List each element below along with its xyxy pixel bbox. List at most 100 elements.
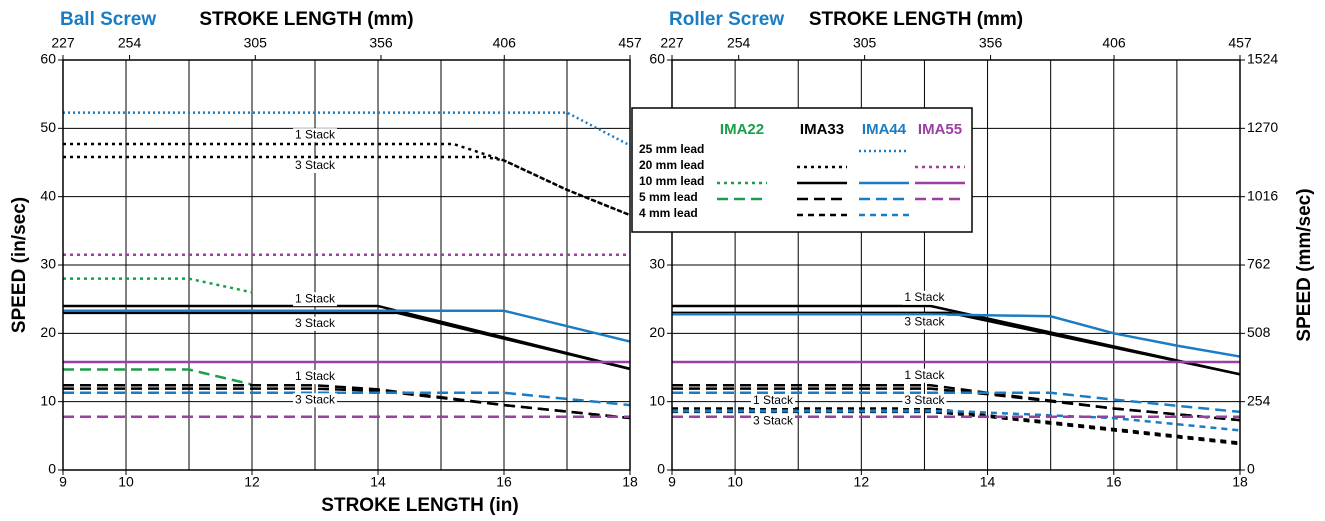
x-tick-label: 10 [118,474,134,490]
annotation-bg [750,414,795,429]
x2-tick-label: 254 [118,35,142,51]
x-tick-label: 18 [622,474,638,490]
annotation-bg [750,393,795,408]
x-tick-label: 12 [244,474,260,490]
plot-frame [671,59,1241,471]
legend-row: 20 mm lead [639,158,704,172]
x-axis-label: STROKE LENGTH (in) [321,495,518,516]
line-series [63,368,253,386]
annotation-bg [293,316,337,331]
legend-column: IMA55 [918,121,962,138]
annotation: 3 Stack [295,316,336,330]
annotation-bg [293,128,337,143]
x2-tick-label: 356 [979,35,1003,51]
y2-tick-label: 1016 [1247,187,1278,203]
line-series [672,387,1241,422]
annotation-bg [293,158,337,173]
y-tick-label: 60 [649,51,665,67]
line-series [672,311,1241,376]
y-tick-label: 20 [649,324,665,340]
annotation-bg [902,368,947,383]
annotation: 1 Stack [904,368,945,382]
chart-title: Ball Screw [60,9,156,30]
legend-box [631,107,973,233]
x2-tick-label: 227 [660,35,684,51]
y2-axis-label: SPEED (mm/sec) [1294,188,1315,341]
x-tick-label: 14 [370,474,386,490]
legend-column: IMA22 [720,121,764,138]
annotation-bg [902,393,947,408]
legend-row: 5 mm lead [639,190,698,204]
x2-tick-label: 254 [727,35,751,51]
legend-row: 4 mm lead [639,206,698,220]
legend-column: IMA44 [862,121,907,138]
y2-tick-label: 0 [1247,461,1255,477]
line-series [672,410,1241,446]
x2-axis-label: STROKE LENGTH (mm) [199,9,413,30]
y2-tick-label: 508 [1247,324,1271,340]
y-tick-label: 30 [649,256,665,272]
y2-tick-label: 1270 [1247,119,1278,135]
x-tick-label: 12 [854,474,870,490]
y-tick-label: 40 [40,187,56,203]
annotation: 3 Stack [295,158,336,172]
line-series [672,312,1241,358]
line-series [63,277,253,294]
line-series [63,309,631,343]
x-tick-label: 10 [727,474,743,490]
x-tick-label: 9 [668,474,676,490]
annotation: 3 Stack [295,392,336,406]
y-tick-label: 20 [40,324,56,340]
plot-frame [62,59,631,471]
legend-row: 10 mm lead [639,174,704,188]
x2-tick-label: 227 [51,35,75,51]
y2-tick-label: 254 [1247,392,1271,408]
x-tick-label: 18 [1232,474,1248,490]
line-series [63,111,631,147]
x2-axis-label: STROKE LENGTH (mm) [809,9,1023,30]
line-series [63,311,631,371]
annotation: 3 Stack [904,393,945,407]
x2-tick-label: 305 [853,35,877,51]
annotation-bg [293,292,337,307]
y-tick-label: 10 [649,392,665,408]
annotation-bg [902,315,947,330]
annotation: 1 Stack [295,369,336,383]
x2-tick-label: 457 [618,35,642,51]
annotation-bg [293,393,337,408]
x-tick-label: 14 [980,474,996,490]
line-series [672,391,1241,414]
annotation: 1 Stack [295,127,336,141]
x-tick-label: 16 [1106,474,1122,490]
y-tick-label: 10 [40,392,56,408]
annotation: 3 Stack [753,414,794,428]
x2-tick-label: 305 [244,35,268,51]
y2-tick-label: 1524 [1247,51,1278,67]
chart-title: Roller Screw [669,9,784,30]
y-tick-label: 0 [48,461,56,477]
x-tick-label: 9 [59,474,67,490]
y-tick-label: 30 [40,256,56,272]
annotation-bg [293,370,337,385]
line-series [63,391,631,407]
x-tick-label: 16 [496,474,512,490]
legend-row: 25 mm lead [639,142,704,156]
x2-tick-label: 406 [493,35,517,51]
line-series [672,407,1241,444]
annotation: 1 Stack [753,393,794,407]
annotation-bg [902,290,947,305]
line-series [63,387,631,420]
annotation: 1 Stack [295,291,336,305]
annotation: 3 Stack [904,315,945,329]
line-series [63,155,631,217]
x2-tick-label: 356 [369,35,393,51]
y-tick-label: 60 [40,51,56,67]
x2-tick-label: 406 [1102,35,1126,51]
y-tick-label: 50 [40,119,56,135]
annotation: 1 Stack [904,290,945,304]
legend-column: IMA33 [800,121,844,138]
x2-tick-label: 457 [1228,35,1252,51]
y2-tick-label: 762 [1247,256,1271,272]
y-axis-label: SPEED (in/sec) [9,197,30,333]
